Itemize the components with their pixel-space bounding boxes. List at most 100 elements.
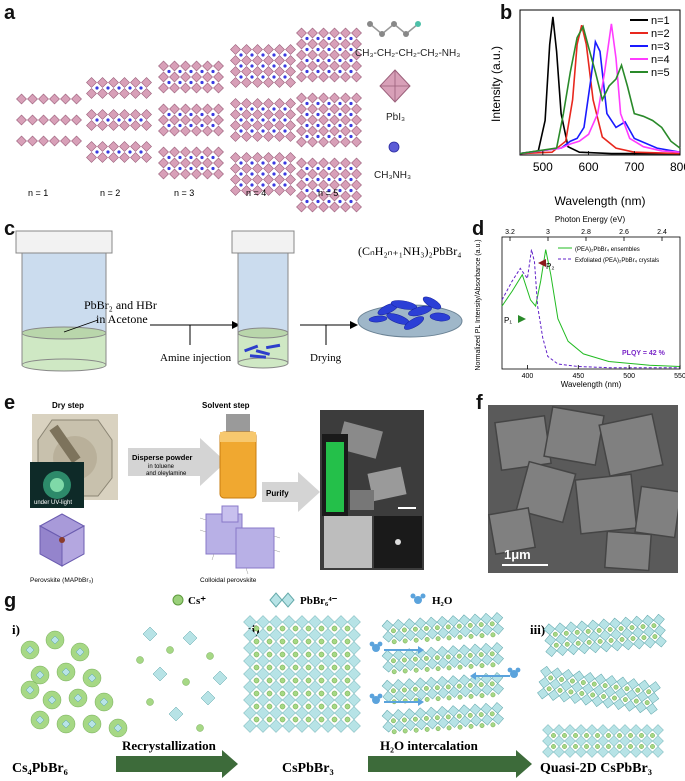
octahedron xyxy=(213,146,224,158)
pbbr6-octahedron xyxy=(35,715,45,725)
pbbr6-octahedron xyxy=(644,636,656,649)
octahedron xyxy=(296,49,307,61)
cs-ion xyxy=(331,625,338,632)
panel-d-chart: 400 450 500 550 3.2 3 2.8 2.6 2.4 Photon Energy … xyxy=(475,215,685,389)
octahedron xyxy=(318,92,329,104)
octahedron xyxy=(71,114,82,126)
octahedron xyxy=(16,93,27,105)
octahedron xyxy=(307,201,318,213)
octahedron xyxy=(307,114,318,126)
octahedron xyxy=(86,141,97,152)
purify-arrow xyxy=(262,472,320,512)
cs-ion xyxy=(279,716,286,723)
series-line-5 xyxy=(519,24,681,155)
cation-dot xyxy=(272,75,276,79)
pbbr6-octahedron xyxy=(569,692,582,704)
octahedron xyxy=(86,152,97,163)
pbbr6-octahedron xyxy=(537,687,549,700)
cation-dot xyxy=(106,118,110,122)
cs-ion xyxy=(468,723,474,729)
cation-dot xyxy=(327,58,331,63)
cs-ion xyxy=(292,651,299,658)
pbbr6-octahedron xyxy=(448,716,461,728)
octahedron xyxy=(296,71,307,83)
octahedron xyxy=(285,185,296,196)
cation-dot xyxy=(338,188,342,193)
cation-dot xyxy=(305,36,309,41)
octahedron xyxy=(263,174,274,185)
cation-dot xyxy=(349,188,353,193)
octahedron xyxy=(108,88,119,99)
pbbr6-octahedron xyxy=(404,659,417,671)
cation-dot xyxy=(250,183,254,187)
cs-ion xyxy=(435,636,441,642)
octahedron xyxy=(340,157,351,169)
octahedron xyxy=(130,152,141,163)
octahedron xyxy=(108,120,119,131)
cs-ion xyxy=(331,690,338,697)
octahedron xyxy=(318,136,329,148)
cs-ion xyxy=(331,638,338,645)
pbbr6-octahedron xyxy=(87,719,97,729)
octahedron xyxy=(241,77,252,88)
pbbr6-octahedron xyxy=(545,645,558,658)
octahedron xyxy=(318,49,329,61)
pbbr6-octahedron xyxy=(655,635,667,648)
octahedron xyxy=(202,125,213,137)
cs-ion xyxy=(559,677,564,682)
panel-label-b: b xyxy=(500,2,513,24)
cs-ion xyxy=(279,625,286,632)
cation-dot xyxy=(327,47,331,52)
octahedron xyxy=(241,98,252,109)
cation-dot xyxy=(239,129,243,133)
cation-dot xyxy=(349,112,353,117)
octahedron xyxy=(213,103,224,115)
octahedron xyxy=(351,179,362,191)
cs-ion xyxy=(467,682,473,688)
cs-ion xyxy=(391,628,396,634)
cation-dot xyxy=(327,101,331,106)
cs-ion xyxy=(445,654,451,660)
cs-ion xyxy=(423,716,429,721)
octahedron xyxy=(307,27,318,39)
pbbr6-octahedron xyxy=(382,660,395,673)
cs-ion xyxy=(456,713,462,719)
cs-ion xyxy=(479,663,485,668)
quasi-2d-slab xyxy=(542,724,664,758)
octahedron xyxy=(60,93,71,105)
cs-ion xyxy=(253,716,260,723)
octahedron xyxy=(307,179,318,191)
octahedron xyxy=(285,163,296,174)
octahedron xyxy=(158,125,169,137)
octahedron xyxy=(351,190,362,202)
pbbr6-octahedron xyxy=(470,684,482,697)
pbbr6-octahedron xyxy=(600,640,612,653)
octahedron xyxy=(351,38,362,50)
cation-dot xyxy=(327,134,331,139)
cs-ion xyxy=(292,677,299,684)
pbbr6-octahedron xyxy=(492,683,504,695)
cation-dot xyxy=(117,118,121,122)
cs-ion xyxy=(644,700,650,706)
octahedron xyxy=(191,60,202,72)
cs-ion xyxy=(575,640,581,646)
cation-dot xyxy=(305,112,309,117)
cs-ion xyxy=(584,744,589,749)
pbbr6-octahedron xyxy=(437,686,450,699)
octahedron xyxy=(169,168,180,180)
cs-ion xyxy=(435,726,441,732)
g-label-cs4: Cs₄PbBr₆ xyxy=(12,761,68,776)
cation-dot xyxy=(239,172,243,176)
cs-ion xyxy=(402,668,408,674)
octahedron xyxy=(263,55,274,66)
cs-ion xyxy=(435,666,441,672)
octahedron xyxy=(318,201,329,213)
water-molecule xyxy=(372,696,380,704)
g-roman-2: ii) xyxy=(248,622,260,637)
pbbr6-octahedron xyxy=(567,643,580,656)
octahedron xyxy=(252,163,263,174)
cation-dot xyxy=(239,75,243,79)
cs-ion xyxy=(490,662,496,668)
pbbr6-octahedron xyxy=(47,695,57,705)
octahedron xyxy=(202,60,213,72)
